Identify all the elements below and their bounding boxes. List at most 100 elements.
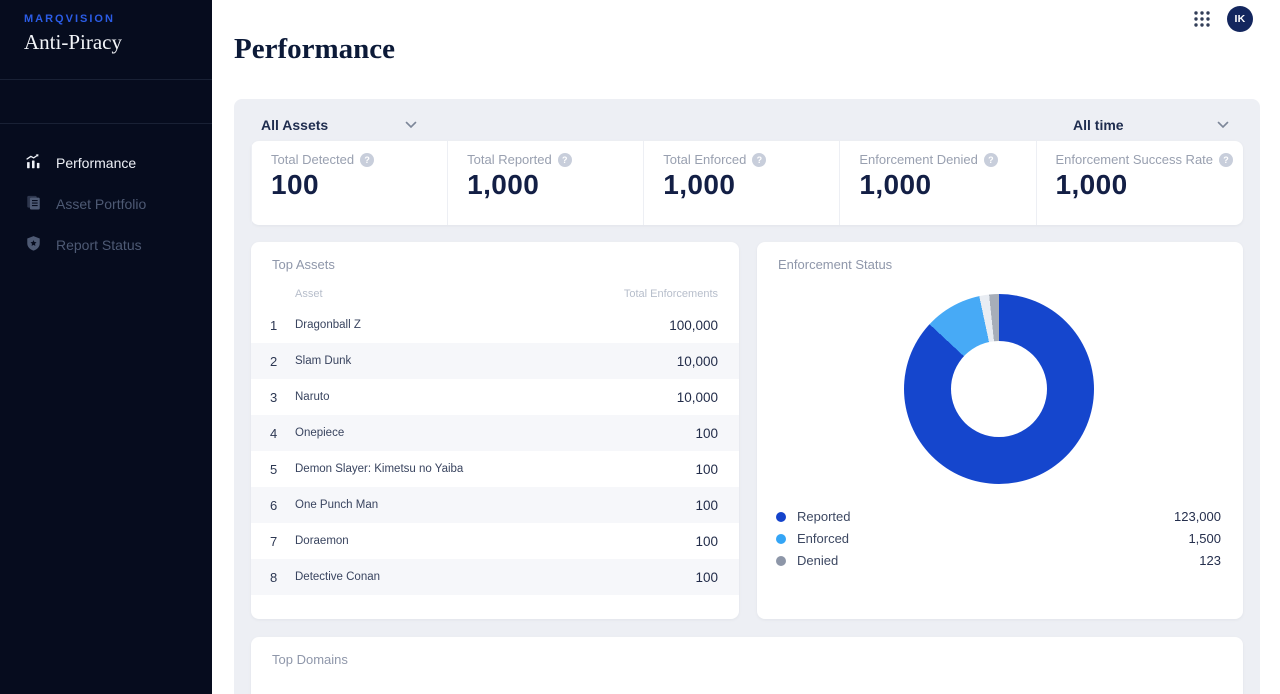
stat-label-row: Total Reported (467, 153, 633, 167)
donut-chart (904, 294, 1094, 484)
column-header-total-enforcements: Total Enforcements (623, 288, 718, 300)
table-row[interactable]: 5 Demon Slayer: Kimetsu no Yaiba 100 (251, 451, 739, 487)
stat-value: 1,000 (1055, 169, 1128, 200)
table-row[interactable]: 8 Detective Conan 100 (251, 559, 739, 595)
legend-value: 123 (1199, 553, 1221, 568)
main-content: Performance IK All Assets All time (212, 0, 1280, 694)
top-assets-panel: Top Assets Asset Total Enforcements 1 Dr… (251, 242, 739, 619)
asset-name-cell: One Punch Man (295, 499, 379, 511)
total-enforcements-cell: 100 (695, 569, 718, 585)
legend-row: Reported 123,000 (776, 509, 1221, 524)
help-icon[interactable] (360, 153, 375, 167)
legend-value: 123,000 (1174, 509, 1221, 524)
top-actions: IK (1193, 6, 1253, 32)
sidebar-item-label: Report Status (56, 236, 142, 253)
legend-row: Denied 123 (776, 553, 1221, 568)
rank-cell: 2 (270, 353, 278, 369)
shield-star-icon (25, 235, 42, 255)
stat-label: Total Reported (467, 152, 552, 167)
assets-filter-dropdown[interactable]: All Assets (261, 116, 417, 134)
sidebar-item-performance[interactable]: Performance (0, 142, 212, 183)
documents-icon (25, 194, 42, 214)
rank-cell: 3 (270, 389, 278, 405)
asset-name-cell: Onepiece (295, 427, 345, 439)
legend-label: Enforced (797, 531, 850, 546)
total-enforcements-cell: 100,000 (669, 317, 718, 333)
asset-name-cell: Naruto (295, 391, 330, 403)
legend-dot-icon (776, 533, 786, 544)
rank-cell: 4 (270, 425, 278, 441)
legend-label: Denied (797, 553, 839, 568)
rank-cell: 8 (270, 569, 278, 585)
brand-block: MARQVISION Anti-Piracy (0, 0, 212, 80)
total-enforcements-cell: 10,000 (676, 389, 718, 405)
assets-filter-value: All Assets (261, 117, 329, 133)
sidebar-item-asset-portfolio[interactable]: Asset Portfolio (0, 183, 212, 224)
asset-name-cell: Demon Slayer: Kimetsu no Yaiba (295, 463, 464, 475)
chevron-down-icon (405, 116, 417, 134)
total-enforcements-cell: 10,000 (676, 353, 718, 369)
dashboard-panel: All Assets All time Total Detected (234, 99, 1260, 694)
product-name: Anti-Piracy (24, 30, 122, 54)
stat-value: 100 (271, 169, 319, 200)
time-filter-dropdown[interactable]: All time (1073, 116, 1229, 134)
help-icon[interactable] (752, 153, 767, 167)
table-row[interactable]: 6 One Punch Man 100 (251, 487, 739, 523)
help-icon[interactable] (1219, 153, 1234, 167)
total-enforcements-cell: 100 (695, 461, 718, 477)
top-domains-title: Top Domains (272, 652, 348, 667)
legend-dot-icon (776, 555, 786, 566)
table-row[interactable]: 1 Dragonball Z 100,000 (251, 307, 739, 343)
stat-value: 1,000 (467, 169, 540, 200)
stat-card: Total Detected 100 (251, 141, 447, 225)
table-row[interactable]: 4 Onepiece 100 (251, 415, 739, 451)
table-body: 1 Dragonball Z 100,000 2 Slam Dunk 10,00… (251, 307, 739, 595)
avatar[interactable]: IK (1227, 6, 1253, 32)
brand-name: MARQVISION (24, 13, 115, 25)
stat-label: Enforcement Success Rate (1055, 152, 1214, 167)
stat-label-row: Total Enforced (663, 153, 829, 167)
legend-value: 1,500 (1188, 531, 1221, 546)
stat-card: Total Reported 1,000 (447, 141, 643, 225)
help-icon[interactable] (557, 153, 572, 167)
asset-name-cell: Doraemon (295, 535, 349, 547)
filter-bar: All Assets All time (234, 99, 1260, 134)
legend-dot-icon (776, 511, 786, 522)
stat-label: Total Detected (271, 152, 355, 167)
table-row[interactable]: 2 Slam Dunk 10,000 (251, 343, 739, 379)
apps-grid-icon[interactable] (1193, 10, 1211, 28)
rank-cell: 6 (270, 497, 278, 513)
top-domains-panel: Top Domains (251, 637, 1243, 694)
top-assets-title: Top Assets (272, 257, 335, 272)
stat-value: 1,000 (663, 169, 736, 200)
enforcement-status-title: Enforcement Status (778, 257, 893, 272)
sidebar: MARQVISION Anti-Piracy Performance Asset… (0, 0, 212, 694)
stat-label: Enforcement Denied (859, 152, 978, 167)
sidebar-nav: Performance Asset Portfolio Report Statu… (0, 124, 212, 265)
stats-row: Total Detected 100 Total Reported 1,000 (251, 141, 1243, 225)
table-row[interactable]: 3 Naruto 10,000 (251, 379, 739, 415)
table-row[interactable]: 7 Doraemon 100 (251, 523, 739, 559)
stat-card: Enforcement Success Rate 1,000 (1035, 141, 1244, 225)
rank-cell: 1 (270, 317, 278, 333)
enforcement-status-panel: Enforcement Status Reported 123,000 Enfo (757, 242, 1243, 619)
asset-name-cell: Dragonball Z (295, 319, 361, 331)
rank-cell: 7 (270, 533, 278, 549)
column-header-asset: Asset (295, 288, 323, 300)
table-header: Asset Total Enforcements (251, 281, 739, 307)
total-enforcements-cell: 100 (695, 425, 718, 441)
chart-legend: Reported 123,000 Enforced 1,500 Denied (776, 509, 1221, 575)
time-filter-value: All time (1073, 117, 1124, 133)
chevron-down-icon (1217, 116, 1229, 134)
page-title: Performance (234, 33, 396, 65)
sidebar-item-label: Asset Portfolio (56, 195, 147, 212)
stat-label: Total Enforced (663, 152, 747, 167)
sidebar-item-label: Performance (56, 154, 137, 171)
stat-value: 1,000 (859, 169, 932, 200)
sidebar-item-report-status[interactable]: Report Status (0, 224, 212, 265)
help-icon[interactable] (983, 153, 998, 167)
stat-label-row: Total Detected (271, 153, 437, 167)
sidebar-section-divider (0, 80, 212, 124)
stat-card: Total Enforced 1,000 (643, 141, 839, 225)
stat-card: Enforcement Denied 1,000 (839, 141, 1035, 225)
